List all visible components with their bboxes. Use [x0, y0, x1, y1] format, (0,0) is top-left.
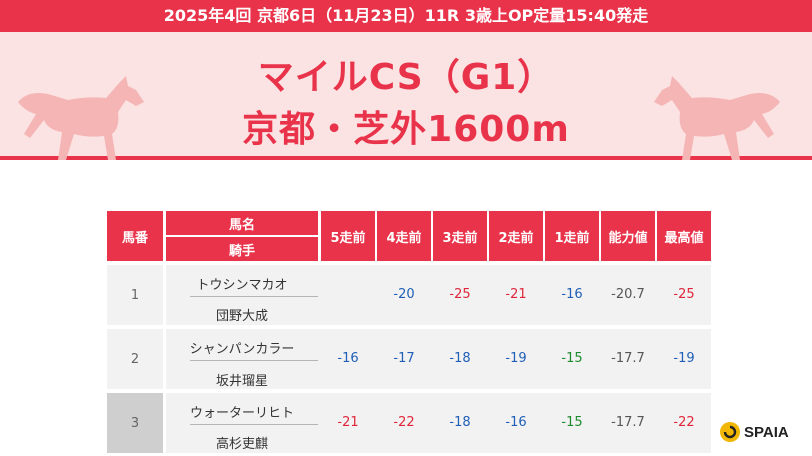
score-r5: -21 [337, 415, 359, 430]
header-r3: 3走前 [433, 211, 487, 261]
horse-silhouette-icon [654, 76, 780, 160]
score-r3: -25 [449, 287, 471, 302]
score-r4: -20 [393, 287, 415, 302]
race-course: 京都・芝外1600m [242, 109, 570, 150]
header-r4: 4走前 [377, 211, 431, 261]
row-number: 3 [107, 393, 163, 453]
table-row [166, 393, 711, 453]
jockey-name: 団野大成 [215, 309, 268, 324]
horse-name: シャンパンカラー [189, 342, 295, 357]
score-r5: -16 [337, 351, 359, 366]
race-info-bar: 2025年4回 京都6日（11月23日）11R 3歳上OP定量15:40発走 [0, 0, 812, 32]
row-number: 1 [107, 265, 163, 325]
score-r2: -19 [505, 351, 527, 366]
horse-name: ウォーターリヒト [189, 406, 294, 421]
score-r2: -21 [505, 287, 527, 302]
ability-value: -20.7 [611, 287, 645, 302]
spaia-logo-icon [720, 422, 740, 442]
score-r2: -16 [505, 415, 527, 430]
best-value: -25 [673, 287, 695, 302]
title-banner: マイルCS（G1） 京都・芝外1600m [0, 32, 812, 160]
jockey-name: 坂井瑠星 [215, 374, 268, 389]
header-r1: 1走前 [545, 211, 599, 261]
table-row [166, 265, 711, 325]
race-title: マイルCS（G1） [257, 57, 555, 98]
header-jockey: 騎手 [166, 237, 318, 261]
score-r1: -15 [561, 351, 583, 366]
header-best: 最高値 [657, 211, 711, 261]
jockey-name: 高杉吏麒 [215, 437, 268, 452]
ability-value: -17.7 [611, 415, 645, 430]
horse-silhouette-icon [18, 76, 144, 160]
table-row [166, 329, 711, 389]
row-number: 2 [107, 329, 163, 389]
best-value: -22 [673, 415, 695, 430]
score-r1: -15 [561, 415, 583, 430]
spaia-logo: SPAIA [720, 422, 789, 442]
divider [190, 424, 318, 425]
best-value: -19 [673, 351, 695, 366]
header-r5: 5走前 [321, 211, 375, 261]
header-horse: 馬名 [166, 211, 318, 235]
header-r2: 2走前 [489, 211, 543, 261]
score-r1: -16 [561, 287, 583, 302]
header-ability: 能力値 [601, 211, 655, 261]
header-number: 馬番 [107, 211, 163, 261]
score-r4: -17 [393, 351, 415, 366]
horse-name: トウシンマカオ [196, 278, 288, 293]
ability-value: -17.7 [611, 351, 645, 366]
divider [190, 296, 318, 297]
score-r4: -22 [393, 415, 415, 430]
score-r3: -18 [449, 415, 471, 430]
score-r3: -18 [449, 351, 471, 366]
divider [190, 360, 318, 361]
logo-text: SPAIA [744, 423, 789, 441]
